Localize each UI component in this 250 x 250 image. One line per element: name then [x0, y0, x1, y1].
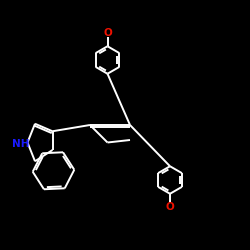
- Text: O: O: [166, 202, 174, 212]
- Text: O: O: [103, 28, 112, 38]
- Text: NH: NH: [12, 139, 29, 149]
